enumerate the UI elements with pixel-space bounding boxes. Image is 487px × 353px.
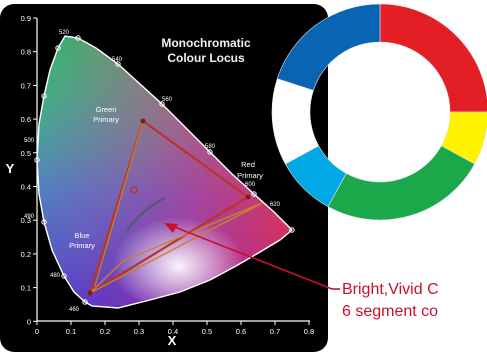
wavelength-label-600: 600 — [245, 182, 256, 188]
wavelength-dot — [159, 101, 165, 107]
triangle-edge — [94, 120, 144, 287]
green-primary-point — [140, 118, 146, 124]
wavelength-dot — [61, 273, 67, 279]
wavelength-dot — [55, 45, 61, 51]
x-tick-label: 0.4 — [168, 327, 178, 336]
wavelength-dot — [41, 93, 47, 99]
x-tick-label: 0.8 — [304, 327, 314, 336]
x-axis-label: X — [168, 333, 177, 348]
red-primary-point — [245, 194, 251, 200]
x-tick-label: 0.5 — [202, 327, 212, 336]
wavelength-label-460: 460 — [69, 307, 80, 313]
locus-title-line1: Monochromatic — [161, 36, 251, 50]
primaries-triangle — [88, 119, 250, 296]
x-tick-label: 0.3 — [134, 327, 144, 336]
green-primary-label-line2: Primary — [93, 115, 119, 124]
locus-title-line2: Colour Locus — [167, 51, 245, 65]
green-primary-label-line1: Green — [96, 105, 117, 114]
wavelength-dot — [82, 299, 88, 305]
y-axis-ticks: 0.9 0.8 0.7 0.6 0.5 0.4 0.3 0.2 0.1 0 — [21, 14, 37, 326]
x-tick-label: 0 — [35, 327, 39, 336]
wavelength-dot — [75, 35, 81, 41]
wavelength-label-560: 560 — [162, 97, 173, 103]
y-tick-label: 0.1 — [21, 284, 31, 293]
blue-primary-point — [87, 290, 93, 296]
x-tick-label: 0.6 — [236, 327, 246, 336]
x-tick-label: 0.7 — [270, 327, 280, 336]
wavelength-label-540: 540 — [112, 57, 123, 63]
segment-colour-wheel — [271, 3, 487, 221]
wavelength-label-490: 490 — [24, 214, 35, 220]
wavelength-dot — [289, 227, 295, 233]
blue-primary-label-line1: Blue — [74, 231, 89, 240]
ring-segment — [327, 145, 476, 221]
y-tick-label: 0.5 — [21, 149, 31, 158]
y-tick-label: 0.2 — [21, 250, 31, 259]
y-tick-label: 0 — [27, 317, 31, 326]
blue-primary-label-line2: Primary — [69, 241, 95, 250]
planckian-locus — [126, 197, 166, 231]
ring-segment — [276, 3, 381, 91]
y-tick-label: 0.3 — [21, 216, 31, 225]
caption-line1: Bright,Vivid C — [342, 281, 439, 298]
wavelength-label-520: 520 — [59, 30, 70, 36]
y-tick-label: 0.4 — [21, 183, 31, 192]
wavelength-label-620: 620 — [270, 202, 281, 208]
ring-segment — [379, 3, 487, 113]
y-tick-label: 0.6 — [21, 115, 31, 124]
x-tick-label: 0.2 — [100, 327, 110, 336]
pointer-arrowhead — [164, 223, 178, 233]
wavelength-dot — [115, 61, 121, 67]
wavelength-label-500: 500 — [24, 138, 35, 144]
red-primary-label-line1: Red — [241, 160, 255, 169]
y-tick-label: 0.7 — [21, 81, 31, 90]
y-tick-label: 0.9 — [21, 14, 31, 23]
red-primary-label-line2: Primary — [237, 171, 263, 180]
wavelength-dot — [41, 219, 47, 225]
wavelength-labels: 520 540 560 580 600 620 500 490 480 460 — [24, 30, 281, 313]
y-tick-label: 0.8 — [21, 48, 31, 57]
x-tick-label: 0.1 — [66, 327, 76, 336]
wavelength-dot — [207, 149, 213, 155]
wavelength-label-580: 580 — [205, 144, 216, 150]
wavelength-label-480: 480 — [50, 273, 61, 279]
pointer-line — [171, 225, 333, 290]
wavelength-dot — [251, 191, 257, 197]
caption-line2: 6 segment co — [342, 303, 439, 320]
white-point — [130, 186, 138, 194]
wavelength-markers — [34, 35, 295, 305]
secondary-triangle — [89, 202, 263, 294]
x-axis-ticks: 0 0.1 0.2 0.3 0.4 0.5 0.6 0.7 0.8 — [35, 321, 314, 336]
y-axis-label: Y — [6, 161, 15, 176]
